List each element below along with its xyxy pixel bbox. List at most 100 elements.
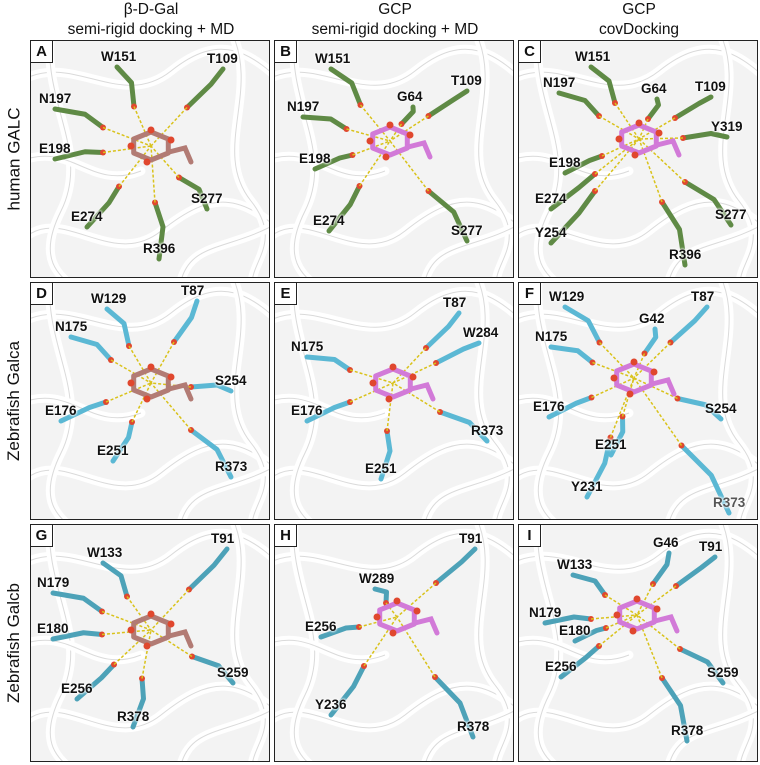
column-header-line1: GCP (622, 1, 656, 18)
residue-stick (68, 334, 114, 363)
ligand-oxygen-atom (615, 135, 623, 143)
backbone-ribbon-edge (293, 283, 316, 519)
residue-stick (558, 643, 602, 680)
backbone-ribbon-edge (275, 532, 513, 570)
residue-stick (673, 554, 718, 589)
ligand-tail (649, 377, 677, 397)
column-header-line1: GCP (378, 1, 412, 18)
ligand-oxygen-atom (655, 129, 663, 137)
residue-stick (675, 396, 724, 422)
backbone-ribbon-edge (722, 41, 754, 277)
ligand-oxygen-atom (386, 121, 394, 129)
hydrogen-bond (396, 616, 436, 678)
residue-stick (110, 419, 135, 464)
ligand-oxygen-atom (633, 595, 641, 603)
hydrogen-bond (396, 582, 437, 618)
backbone-ribbon-edge (275, 397, 386, 419)
ligand-oxygen-atom (143, 642, 151, 650)
backbone-ribbon (275, 635, 390, 665)
residue-label: T91 (459, 531, 483, 546)
residue-stick (584, 435, 613, 500)
ligand-oxygen-atom (167, 373, 175, 381)
ligand-oxygen-atom (393, 597, 401, 605)
residue-stick (189, 654, 236, 686)
backbone-ribbon-edge (722, 283, 754, 519)
ligand-oxygen-atom (369, 379, 377, 387)
structure-render (275, 525, 513, 761)
structure-render (31, 525, 269, 761)
panel-i: I W133 G46 T91 N179 E180 E256 S259 R378 (518, 524, 758, 762)
residue-label: E274 (313, 213, 345, 228)
residue-stick (572, 625, 609, 644)
residue-stick (130, 676, 146, 730)
backbone-ribbon-edge (234, 283, 266, 519)
residue-label: G64 (641, 81, 667, 96)
panel-f: F W129 T87 G42 N175 E176 S254 E251 Y231 R373 (518, 282, 758, 520)
backbone-ribbon-edge (181, 468, 269, 519)
residue-label: E180 (559, 623, 591, 638)
panel-letter: I (519, 525, 541, 547)
residue-stick (100, 560, 130, 599)
residue-label: E251 (595, 437, 627, 452)
column-header: GCP semi-rigid docking + MD (274, 0, 516, 40)
hydrogen-bond (150, 341, 175, 384)
ligand-oxygen-atom (630, 358, 638, 366)
residue-stick (679, 443, 732, 516)
residue-label: Y254 (535, 225, 567, 240)
residue-stick (328, 663, 367, 718)
residue-label: S277 (191, 191, 223, 206)
hydrogen-bond (633, 377, 678, 400)
panel-b: B W151 T109 G64 N197 E198 E274 S277 (274, 40, 514, 278)
hydrogen-bond (638, 117, 676, 140)
residue-label: W284 (463, 325, 499, 340)
ligand-tail (166, 382, 194, 402)
residue-label: T109 (451, 73, 482, 88)
backbone-ribbon-edge (478, 41, 510, 277)
hydrogen-bond (358, 616, 398, 628)
backbone-ribbon-edge (49, 41, 72, 277)
residue-label: E256 (545, 659, 577, 674)
hydrogen-bond (128, 345, 152, 384)
ligand-tail (652, 614, 680, 634)
hydrogen-bond (101, 610, 152, 631)
ligand-oxygen-atom (610, 374, 618, 382)
hydrogen-bond (358, 140, 391, 187)
backbone-ribbon-edge (425, 710, 513, 761)
backbone-ribbon-edge (669, 226, 757, 277)
residue-stick (50, 590, 105, 614)
ligand-oxygen-atom (167, 620, 175, 628)
backbone-ribbon-edge (478, 283, 510, 519)
residue-stick (104, 306, 132, 349)
hydrogen-bond (633, 341, 672, 379)
residue-stick (608, 414, 626, 458)
residue-label: T109 (207, 51, 238, 66)
residue-stick (52, 106, 106, 130)
backbone-ribbon-edge (669, 468, 757, 519)
backbone-ribbon-edge (722, 525, 754, 761)
hydrogen-bond (126, 596, 152, 631)
ligand-oxygen-atom (406, 131, 414, 139)
backbone-ribbon-edge (31, 397, 142, 419)
residue-stick (74, 662, 117, 702)
backbone-ribbon-edge (31, 639, 142, 661)
hydrogen-bond (392, 347, 427, 384)
residue-label: T91 (211, 531, 235, 546)
hydrogen-bond (133, 106, 152, 147)
panel-h: H T91 W289 E256 Y236 R378 (274, 524, 514, 762)
hydrogen-bond (598, 341, 635, 379)
residue-stick (184, 66, 226, 110)
hydrogen-bond (591, 377, 635, 399)
residue-stick (433, 340, 482, 366)
backbone-ribbon-edge (31, 48, 269, 86)
residue-label: N197 (287, 99, 320, 114)
panel-a: A W151 T109 N197 E198 S277 E274 R396 (30, 40, 270, 278)
backbone-ribbon-edge (234, 525, 266, 761)
hydrogen-bond (150, 106, 188, 147)
residue-stick (680, 131, 730, 141)
backbone-ribbon-edge (519, 639, 630, 661)
residue-label: E256 (305, 619, 337, 634)
panel-g: G W133 T91 N179 E180 S259 E256 R378 (30, 524, 270, 762)
panel-letter: D (31, 283, 53, 305)
ligand-oxygen-atom (147, 363, 155, 371)
residue-stick (542, 614, 594, 626)
